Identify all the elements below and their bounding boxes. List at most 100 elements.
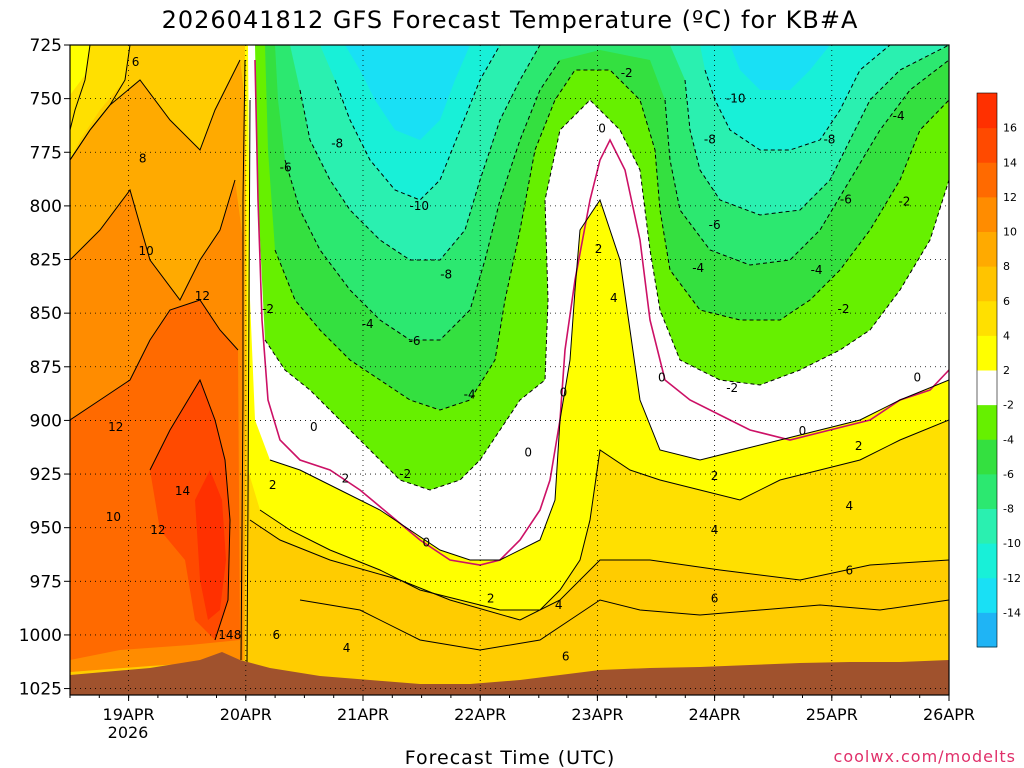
- contour-label: 2: [711, 469, 719, 483]
- y-tick-label: 750: [30, 90, 62, 110]
- contour-label: 12: [195, 289, 210, 303]
- colorbar-swatch: [977, 404, 997, 440]
- colorbar-tick-label: 16: [1003, 122, 1017, 135]
- contour-label: 0: [422, 536, 430, 550]
- colorbar-tick-label: 14: [1003, 156, 1017, 169]
- x-tick-label: 21APR: [337, 705, 389, 724]
- colorbar-swatch: [977, 473, 997, 509]
- contour-label: 0: [524, 446, 532, 460]
- y-tick-label: 1000: [19, 626, 62, 646]
- y-tick-label: 775: [30, 143, 62, 163]
- x-tick-label: 26APR: [923, 705, 975, 724]
- vertical-gridlines: [128, 45, 949, 695]
- contour-label: 0: [598, 122, 606, 136]
- colorbar-swatch: [977, 231, 997, 267]
- contour-label: -2: [838, 302, 850, 316]
- zero-isotherm-line: [254, 59, 949, 566]
- contour-label: 8: [234, 628, 242, 642]
- x-tick-label: 25APR: [806, 705, 858, 724]
- colorbar-tick-label: 12: [1003, 191, 1017, 204]
- contour-label: 2: [269, 478, 277, 492]
- contour-label: 2: [595, 242, 603, 256]
- contour-label: 2: [855, 439, 863, 453]
- y-tick-label: 1025: [19, 680, 62, 700]
- contour-label: -4: [362, 317, 374, 331]
- contour-label: -8: [704, 132, 716, 146]
- contour-lines-dashed: [264, 45, 949, 491]
- colorbar-swatch: [977, 612, 997, 648]
- colorbar-swatch: [977, 543, 997, 579]
- y-tick-label: 825: [30, 251, 62, 271]
- contour-label: 6: [846, 564, 854, 578]
- contour-label: -6: [280, 160, 292, 174]
- contour-label: -10: [726, 92, 746, 106]
- credit-link[interactable]: coolwx.com/modelts: [834, 747, 1016, 766]
- x-axis: 19APR 20APR 21APR 22APR 23APR 24APR 25APR 26APR: [69, 695, 975, 724]
- contour-label: 4: [846, 499, 854, 513]
- colorbar-swatch: [977, 196, 997, 232]
- colorbar-swatch: [977, 127, 997, 163]
- contour-label: -6: [840, 192, 852, 206]
- contour-label: 0: [310, 420, 318, 434]
- contour-label: -2: [898, 195, 910, 209]
- contour-label: 12: [108, 420, 123, 434]
- colorbar-swatch: [977, 439, 997, 475]
- colorbar-tick-label: 8: [1003, 260, 1010, 273]
- contour-label: 8: [139, 152, 147, 166]
- contour-label: -4: [464, 388, 476, 402]
- contour-label: -2: [621, 66, 633, 80]
- colorbar-tick-label: -4: [1003, 433, 1014, 446]
- contour-label: 10: [106, 510, 121, 524]
- colorbar-swatch: [977, 508, 997, 544]
- x-tick-label: 20APR: [220, 705, 272, 724]
- contour-lines: [70, 45, 949, 666]
- contour-label: 6: [272, 628, 280, 642]
- chart-title: 2026041812 GFS Forecast Temperature (ºC)…: [162, 6, 859, 34]
- colorbar-tick-label: -12: [1003, 572, 1021, 585]
- contour-label: -8: [440, 268, 452, 282]
- contour-label: 0: [799, 424, 807, 438]
- colorbar-swatch: [977, 93, 997, 129]
- y-tick-label: 925: [30, 465, 62, 485]
- contour-label: -4: [692, 261, 704, 275]
- colorbar-tick-label: 10: [1003, 226, 1017, 239]
- colorbar-tick-label: 6: [1003, 295, 1010, 308]
- contour-label: -2: [726, 381, 738, 395]
- y-tick-label: 850: [30, 304, 62, 324]
- region-cyan-minus10-minus12: [320, 45, 890, 200]
- colorbar-tick-label: -8: [1003, 503, 1014, 516]
- colorbar-swatch: [977, 300, 997, 336]
- region-cyan-minus12-minus14: [345, 45, 830, 140]
- contour-label: 14: [175, 484, 190, 498]
- contour-label: 4: [610, 291, 618, 305]
- contour-label: -6: [709, 218, 721, 232]
- contour-label: 6: [562, 649, 570, 663]
- y-axis: 725 750 775 800 825 850 875 900 925 950 975 1000 102…: [19, 36, 70, 700]
- colorbar-swatch: [977, 577, 997, 613]
- y-tick-label: 725: [30, 36, 62, 56]
- x-tick-label: 24APR: [689, 705, 741, 724]
- colorbar-tick-label: -2: [1003, 399, 1014, 412]
- x-tick-label: 23APR: [571, 705, 623, 724]
- contour-label: 2: [487, 591, 495, 605]
- contour-label: 4: [343, 641, 351, 655]
- colorbar: -14 -12 -10 -8 -6 -4 -2 2 4 6 8 10 12 14 16: [976, 92, 1021, 648]
- contour-label: -4: [893, 109, 905, 123]
- y-tick-label: 975: [30, 572, 62, 592]
- colorbar-swatch: [977, 266, 997, 302]
- contour-label: 0: [560, 386, 568, 400]
- colorbar-swatch: [977, 162, 997, 198]
- contour-label: 6: [132, 55, 140, 69]
- y-tick-label: 950: [30, 519, 62, 539]
- contour-label: -10: [409, 199, 429, 213]
- colorbar-tick-label: 2: [1003, 364, 1010, 377]
- contour-label: -8: [331, 137, 343, 151]
- contour-label: 2: [342, 471, 350, 485]
- contour-label: -4: [811, 263, 823, 277]
- contour-label: 4: [555, 598, 563, 612]
- region-yellow-left-top: [70, 45, 90, 95]
- colorbar-tick-label: -10: [1003, 537, 1021, 550]
